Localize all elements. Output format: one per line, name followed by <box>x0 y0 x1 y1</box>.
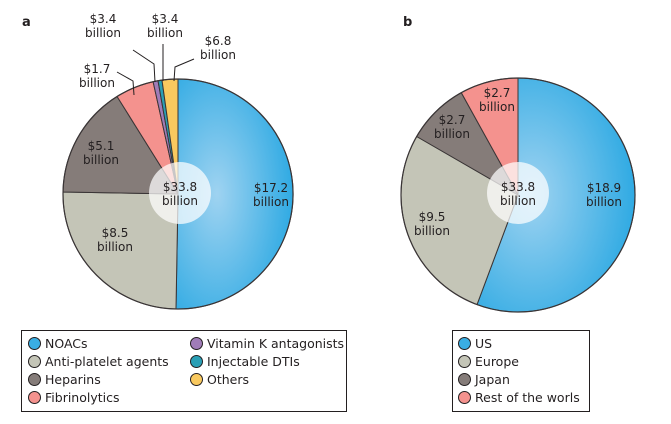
pie-center-disc <box>149 162 211 224</box>
legend-item: NOACs <box>28 335 88 352</box>
data-label-europe: $9.5 billion <box>414 210 450 238</box>
legend-swatch-heparins <box>28 373 41 386</box>
data-label-injectable-dtis: $3.4 billion <box>147 12 183 40</box>
legend-label: Rest of the worls <box>475 390 580 405</box>
legend-swatch-japan <box>458 373 471 386</box>
legend-swatch-others <box>190 373 203 386</box>
data-label-others: $6.8 billion <box>200 34 236 62</box>
legend-swatch-us <box>458 337 471 350</box>
leader-line-vitamin-k-antagonists <box>132 49 156 83</box>
legend-label: Europe <box>475 354 519 369</box>
pie-chart-b: $33.8 billion $18.9 billion $9.5 billion $2.7 b… <box>400 77 636 313</box>
data-label-us: $18.9 billion <box>586 181 622 209</box>
legend-swatch-rest-of-world <box>458 391 471 404</box>
legend-swatch-fibrinolytics <box>28 391 41 404</box>
legend-item: Europe <box>458 353 519 370</box>
legend-label: Others <box>207 372 250 387</box>
panel-label-b: b <box>403 15 412 30</box>
data-label-anti-platelet-agents: $8.5 billion <box>97 226 133 254</box>
legend-item: Heparins <box>28 371 101 388</box>
data-label-rest-of-the-worls: $2.7 billion <box>479 86 515 114</box>
data-label-vitamin-k-antagonists: $3.4 billion <box>85 12 121 40</box>
legend-label: Injectable DTIs <box>207 354 300 369</box>
legend-swatch-anti-platelet <box>28 355 41 368</box>
pie-total-label: $33.8 billion <box>162 180 198 208</box>
pie-chart-a: $33.8 billion $17.2 billion $8.5 billion $5.1 b… <box>62 12 294 310</box>
legend-b: US Europe Japan Rest of the worls <box>452 330 590 412</box>
legend-item: Japan <box>458 371 510 388</box>
data-label-heparins: $5.1 billion <box>83 139 119 167</box>
legend-swatch-noacs <box>28 337 41 350</box>
leader-line-fibrinolytics <box>116 71 135 96</box>
pie-outline <box>62 78 294 310</box>
data-label-japan: $2.7 billion <box>434 113 470 141</box>
data-label-fibrinolytics: $1.7 billion <box>79 62 115 90</box>
legend-item: Injectable DTIs <box>190 353 300 370</box>
legend-item: Anti-platelet agents <box>28 353 169 370</box>
legend-swatch-vka <box>190 337 203 350</box>
pie-outline <box>400 77 636 313</box>
legend-label: Vitamin K antagonists <box>207 336 345 351</box>
leader-line-others <box>173 58 195 82</box>
legend-item: Vitamin K antagonists <box>190 335 344 352</box>
pie-center-disc <box>487 162 549 224</box>
legend-swatch-europe <box>458 355 471 368</box>
legend-item: Others <box>190 371 249 388</box>
legend-item: Fibrinolytics <box>28 389 120 406</box>
legend-item: Rest of the worls <box>458 389 580 406</box>
panel-label-a: a <box>22 15 31 30</box>
legend-item: US <box>458 335 492 352</box>
legend-a: NOACs Anti-platelet agents Heparins Fibr… <box>21 330 347 412</box>
legend-label: NOACs <box>45 336 88 351</box>
data-label-noacs: $17.2 billion <box>253 181 289 209</box>
pie-total-label: $33.8 billion <box>500 180 536 208</box>
legend-label: Fibrinolytics <box>45 390 120 405</box>
legend-label: Japan <box>475 372 510 387</box>
legend-label: Heparins <box>45 372 101 387</box>
legend-swatch-dtis <box>190 355 203 368</box>
legend-label: US <box>475 336 493 351</box>
legend-label: Anti-platelet agents <box>45 354 169 369</box>
